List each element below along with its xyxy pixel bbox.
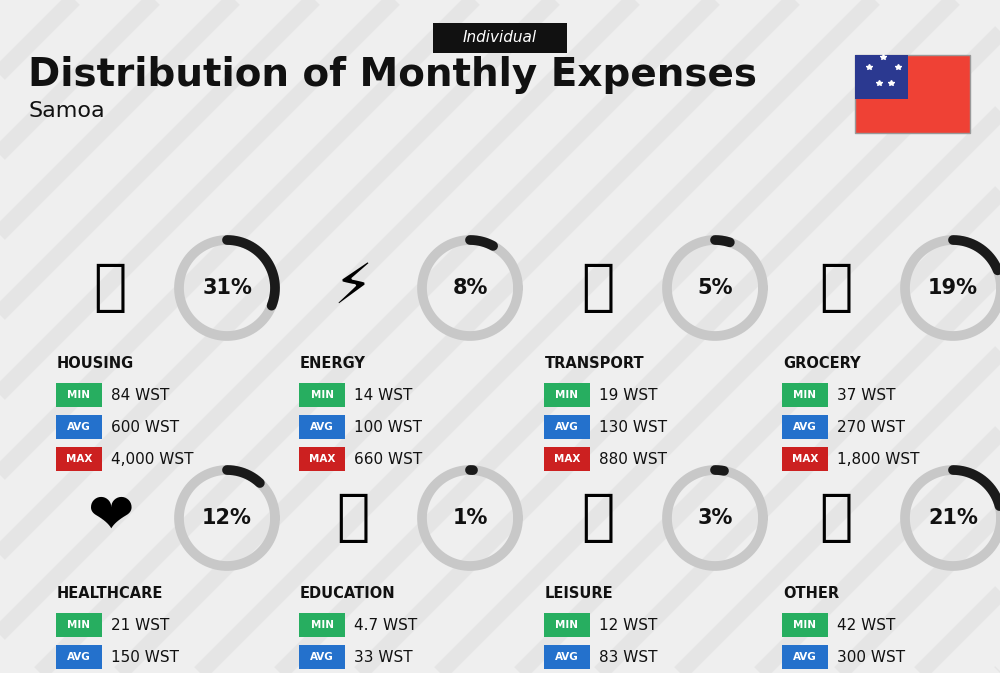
- Text: MIN: MIN: [556, 620, 578, 630]
- FancyBboxPatch shape: [544, 447, 590, 471]
- Text: 270 WST: 270 WST: [837, 419, 905, 435]
- Text: 130 WST: 130 WST: [599, 419, 667, 435]
- FancyBboxPatch shape: [544, 613, 590, 637]
- Text: 31%: 31%: [202, 278, 252, 298]
- FancyBboxPatch shape: [855, 55, 908, 99]
- FancyBboxPatch shape: [544, 383, 590, 407]
- FancyBboxPatch shape: [782, 613, 828, 637]
- FancyBboxPatch shape: [855, 55, 970, 133]
- Text: OTHER: OTHER: [783, 586, 839, 600]
- Text: 12%: 12%: [202, 508, 252, 528]
- Text: 150 WST: 150 WST: [111, 649, 179, 664]
- Text: 💰: 💰: [819, 491, 853, 545]
- Text: MIN: MIN: [310, 620, 334, 630]
- Text: GROCERY: GROCERY: [783, 355, 861, 371]
- FancyBboxPatch shape: [433, 23, 567, 53]
- Text: 83 WST: 83 WST: [599, 649, 658, 664]
- FancyBboxPatch shape: [544, 415, 590, 439]
- Text: 5%: 5%: [697, 278, 733, 298]
- FancyBboxPatch shape: [56, 415, 102, 439]
- Text: TRANSPORT: TRANSPORT: [545, 355, 645, 371]
- Text: AVG: AVG: [67, 422, 91, 432]
- FancyBboxPatch shape: [782, 645, 828, 669]
- Text: 84 WST: 84 WST: [111, 388, 169, 402]
- FancyBboxPatch shape: [299, 447, 345, 471]
- Text: 19%: 19%: [928, 278, 978, 298]
- Text: HOUSING: HOUSING: [57, 355, 134, 371]
- Text: 33 WST: 33 WST: [354, 649, 413, 664]
- FancyBboxPatch shape: [299, 415, 345, 439]
- Text: AVG: AVG: [555, 652, 579, 662]
- Text: MIN: MIN: [68, 620, 90, 630]
- Text: AVG: AVG: [555, 422, 579, 432]
- Text: 1,800 WST: 1,800 WST: [837, 452, 920, 466]
- FancyBboxPatch shape: [56, 613, 102, 637]
- Text: MIN: MIN: [556, 390, 578, 400]
- Text: 12 WST: 12 WST: [599, 618, 657, 633]
- Text: 🎓: 🎓: [336, 491, 370, 545]
- FancyBboxPatch shape: [56, 383, 102, 407]
- FancyBboxPatch shape: [299, 645, 345, 669]
- Text: Samoa: Samoa: [28, 101, 105, 121]
- Text: 🏗: 🏗: [93, 261, 127, 315]
- Text: ❤: ❤: [87, 491, 133, 545]
- Text: HEALTHCARE: HEALTHCARE: [57, 586, 163, 600]
- Text: Distribution of Monthly Expenses: Distribution of Monthly Expenses: [28, 56, 757, 94]
- FancyBboxPatch shape: [56, 447, 102, 471]
- Text: 37 WST: 37 WST: [837, 388, 896, 402]
- Text: 42 WST: 42 WST: [837, 618, 895, 633]
- FancyBboxPatch shape: [782, 415, 828, 439]
- Text: 880 WST: 880 WST: [599, 452, 667, 466]
- Text: 19 WST: 19 WST: [599, 388, 658, 402]
- Text: 300 WST: 300 WST: [837, 649, 905, 664]
- FancyBboxPatch shape: [782, 383, 828, 407]
- Text: 3%: 3%: [697, 508, 733, 528]
- Text: 🛍: 🛍: [581, 491, 615, 545]
- Text: 600 WST: 600 WST: [111, 419, 179, 435]
- Text: 14 WST: 14 WST: [354, 388, 412, 402]
- Text: 660 WST: 660 WST: [354, 452, 422, 466]
- Text: 4,000 WST: 4,000 WST: [111, 452, 194, 466]
- FancyBboxPatch shape: [544, 645, 590, 669]
- FancyBboxPatch shape: [782, 447, 828, 471]
- FancyBboxPatch shape: [56, 645, 102, 669]
- Text: MAX: MAX: [309, 454, 335, 464]
- Text: MAX: MAX: [66, 454, 92, 464]
- Text: 🚌: 🚌: [581, 261, 615, 315]
- Text: AVG: AVG: [67, 652, 91, 662]
- Text: ENERGY: ENERGY: [300, 355, 366, 371]
- Text: EDUCATION: EDUCATION: [300, 586, 396, 600]
- Text: MIN: MIN: [794, 620, 816, 630]
- FancyBboxPatch shape: [299, 613, 345, 637]
- Text: 21%: 21%: [928, 508, 978, 528]
- Text: 100 WST: 100 WST: [354, 419, 422, 435]
- FancyBboxPatch shape: [299, 383, 345, 407]
- Text: LEISURE: LEISURE: [545, 586, 614, 600]
- Text: 🛒: 🛒: [819, 261, 853, 315]
- Text: AVG: AVG: [310, 652, 334, 662]
- Text: 1%: 1%: [452, 508, 488, 528]
- Text: 21 WST: 21 WST: [111, 618, 169, 633]
- Text: MIN: MIN: [794, 390, 816, 400]
- Text: MIN: MIN: [310, 390, 334, 400]
- Text: MIN: MIN: [68, 390, 90, 400]
- Text: AVG: AVG: [793, 422, 817, 432]
- Text: 4.7 WST: 4.7 WST: [354, 618, 417, 633]
- Text: 8%: 8%: [452, 278, 488, 298]
- Text: Individual: Individual: [463, 30, 537, 46]
- Text: MAX: MAX: [792, 454, 818, 464]
- Text: AVG: AVG: [310, 422, 334, 432]
- Text: AVG: AVG: [793, 652, 817, 662]
- Text: MAX: MAX: [554, 454, 580, 464]
- Text: ⚡: ⚡: [334, 261, 372, 315]
